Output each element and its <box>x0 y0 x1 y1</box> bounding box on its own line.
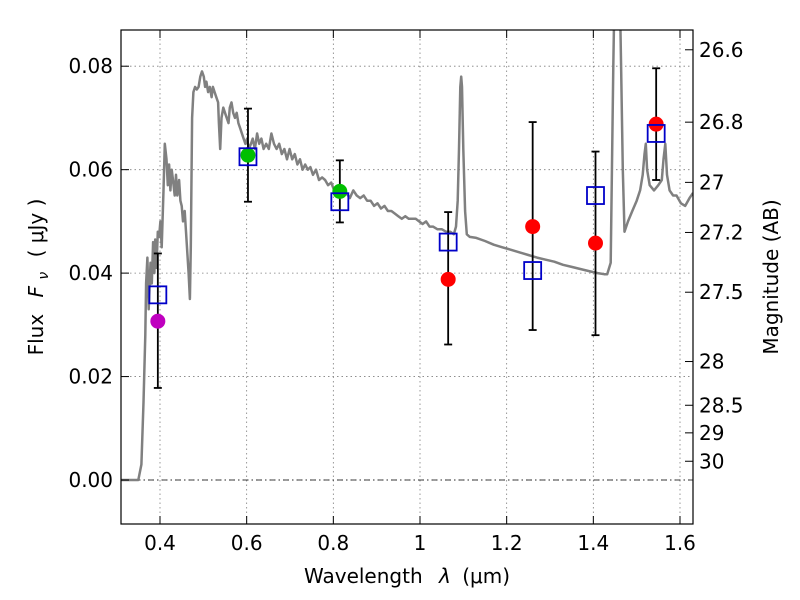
magnitude-axis-label: Magnitude (AB) <box>759 199 783 354</box>
model-band-marker <box>646 124 666 143</box>
observed-point <box>332 183 348 199</box>
magnitude-tick-label: 30 <box>699 449 724 473</box>
x-tick-label: 1.4 <box>577 531 609 555</box>
observed-point <box>240 147 256 163</box>
x-tick-label: 1 <box>414 531 427 555</box>
y-axis-label-unit: ( μJy ) <box>24 199 48 258</box>
model-band-marker <box>330 192 350 212</box>
magnitude-axis-ticks: 26.6 26.8 27 27.2 27.5 28 28.5 29 30 <box>685 38 744 473</box>
magnitude-tick-label: 29 <box>699 421 724 445</box>
plot-frame <box>120 29 694 525</box>
observed-point <box>150 313 166 329</box>
model-band-marker <box>148 285 168 305</box>
model-band-markers <box>148 124 666 305</box>
x-tick-label: 1.6 <box>664 531 696 555</box>
x-tick-label: 0.6 <box>231 531 263 555</box>
magnitude-tick-label: 26.6 <box>699 38 744 62</box>
y-tick-label: 0.02 <box>68 365 113 389</box>
x-axis-ticks: 0.4 0.6 0.8 1 1.2 1.4 1.6 <box>144 30 696 555</box>
y-axis-label-symbol: F <box>24 285 48 297</box>
magnitude-tick-label: 28.5 <box>699 393 744 417</box>
magnitude-tick-label: 27.5 <box>699 280 744 304</box>
observed-point <box>440 271 456 287</box>
magnitude-tick-label: 28 <box>699 350 724 374</box>
observed-points <box>150 116 664 329</box>
x-axis-label-unit: (μm) <box>462 564 510 588</box>
x-tick-label: 0.4 <box>144 531 176 555</box>
y-axis-label: Flux F ν ( μJy ) <box>24 199 53 356</box>
observed-point <box>588 235 603 251</box>
y-axis-label-subscript: ν <box>36 272 52 280</box>
magnitude-tick-label: 27.2 <box>699 220 744 244</box>
x-tick-label: 1.2 <box>491 531 523 555</box>
y-axis-ticks: 0.00 0.02 0.04 0.06 0.08 <box>68 54 129 492</box>
magnitude-tick-label: 26.8 <box>699 110 744 134</box>
y-tick-label: 0.00 <box>68 468 113 492</box>
y-tick-label: 0.04 <box>68 261 113 285</box>
y-tick-label: 0.06 <box>68 158 113 182</box>
x-axis-label: Wavelength λ (μm) <box>304 564 510 588</box>
model-band-marker <box>438 232 458 252</box>
x-axis-label-text: Wavelength <box>304 564 423 588</box>
plot-area <box>121 30 693 524</box>
y-axis-label-text: Flux <box>24 314 48 356</box>
model-spectrum-line <box>121 30 693 482</box>
model-band-marker <box>238 147 258 167</box>
magnitude-tick-label: 27 <box>699 170 724 194</box>
x-axis-label-symbol: λ <box>438 564 451 588</box>
y-tick-label: 0.08 <box>68 54 113 78</box>
x-tick-label: 0.8 <box>317 531 349 555</box>
model-band-marker <box>523 261 543 280</box>
model-band-marker <box>586 186 605 205</box>
observed-point <box>525 219 541 235</box>
